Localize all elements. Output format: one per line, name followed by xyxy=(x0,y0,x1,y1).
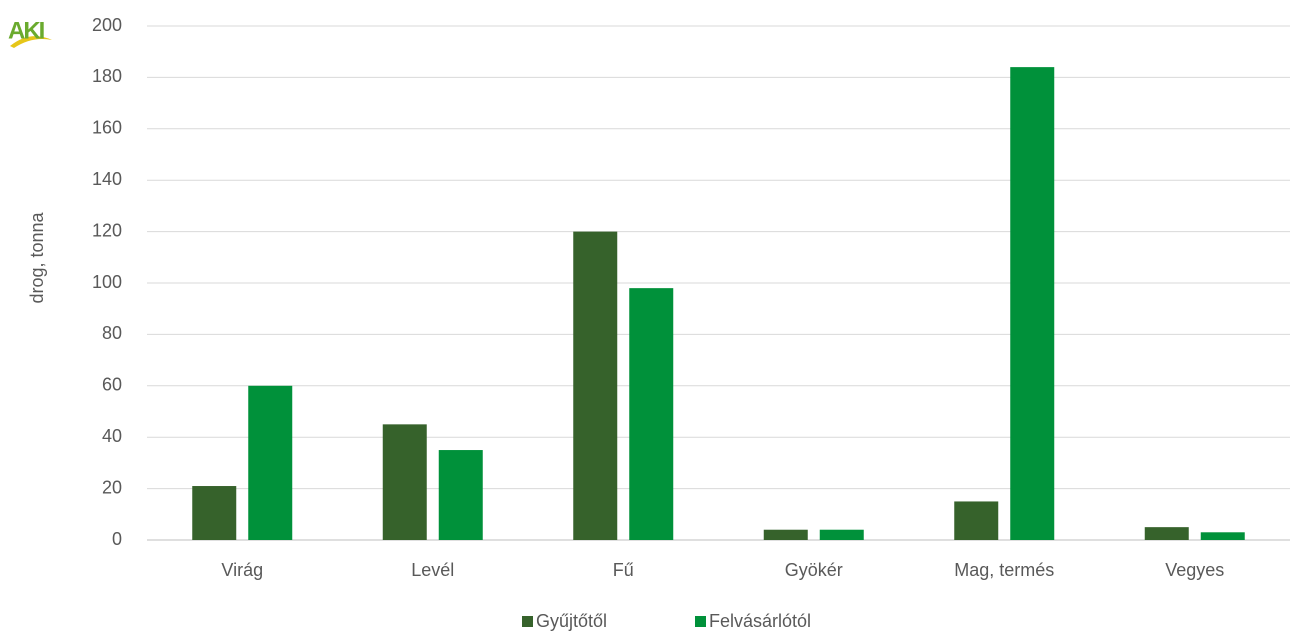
x-tick-label: Vegyes xyxy=(1165,560,1224,580)
bar xyxy=(192,486,237,540)
bar xyxy=(629,288,674,540)
bar xyxy=(1200,532,1245,540)
bar xyxy=(1010,67,1055,541)
x-tick-label: Mag, termés xyxy=(954,560,1054,580)
bar xyxy=(438,450,483,540)
y-tick-label: 60 xyxy=(102,375,122,395)
bar xyxy=(763,529,808,540)
legend-label: Gyűjtőtől xyxy=(536,611,607,631)
y-tick-label: 40 xyxy=(102,426,122,446)
x-tick-label: Levél xyxy=(411,560,454,580)
legend-swatch xyxy=(695,616,706,627)
y-tick-label: 160 xyxy=(92,118,122,138)
bar xyxy=(819,529,864,540)
y-tick-label: 180 xyxy=(92,66,122,86)
y-tick-label: 120 xyxy=(92,220,122,240)
bar xyxy=(573,231,618,540)
y-tick-label: 200 xyxy=(92,15,122,35)
y-tick-label: 100 xyxy=(92,272,122,292)
bar xyxy=(382,424,427,540)
logo-text: AKI xyxy=(8,17,45,44)
x-tick-label: Gyökér xyxy=(785,560,843,580)
y-tick-label: 80 xyxy=(102,323,122,343)
logo: AKI xyxy=(8,17,52,48)
y-tick-label: 20 xyxy=(102,477,122,497)
bar xyxy=(248,385,293,540)
logo-swoosh xyxy=(10,36,52,48)
x-tick-label: Fű xyxy=(613,560,634,580)
bar xyxy=(954,501,999,540)
y-tick-label: 0 xyxy=(112,529,122,549)
bar xyxy=(1144,527,1189,540)
y-tick-label: 140 xyxy=(92,169,122,189)
legend-label: Felvásárlótól xyxy=(709,611,811,631)
y-axis-label: drog, tonna xyxy=(27,211,47,303)
legend-swatch xyxy=(522,616,533,627)
x-tick-label: Virág xyxy=(221,560,263,580)
